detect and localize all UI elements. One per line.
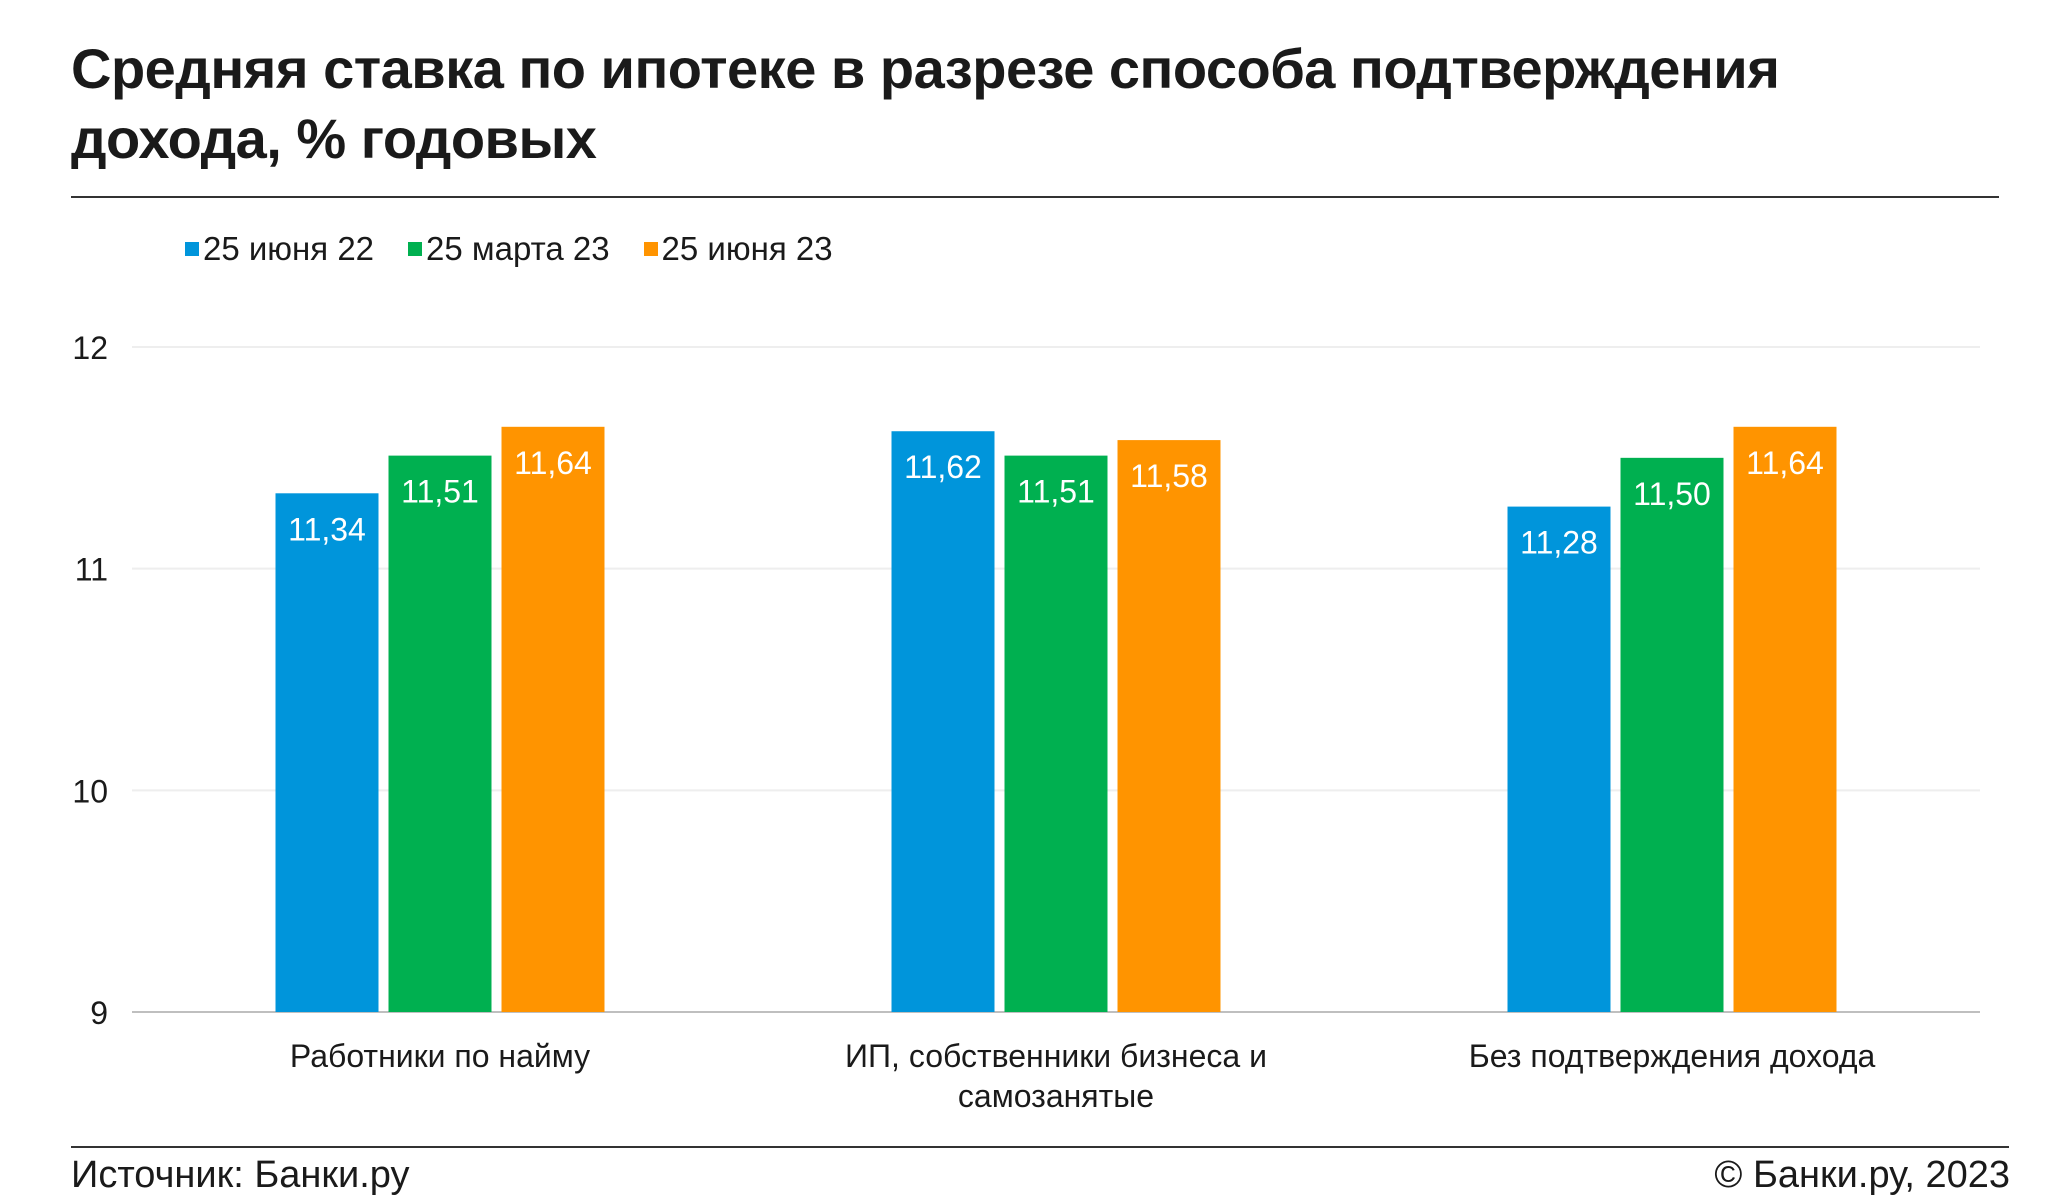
bar-chart: 9 10 11 12 11,34 11,51 11,64 Работники по найму… bbox=[72, 330, 1980, 1114]
bar-series-2 bbox=[1620, 457, 1724, 1012]
data-label: 11,51 bbox=[1017, 474, 1095, 510]
legend-swatch-series-3 bbox=[643, 242, 658, 256]
copyright-note: © Банки.ру, 2023 bbox=[1714, 1154, 2010, 1196]
legend-label-series-1: 25 июня 22 bbox=[203, 230, 375, 267]
title-divider bbox=[71, 196, 1999, 198]
bar-series-1 bbox=[1507, 506, 1611, 1012]
bar-series-2 bbox=[1004, 455, 1108, 1012]
legend-item-series-2: 25 марта 23 bbox=[408, 230, 610, 268]
x-tick-label: ИП, собственники бизнеса и bbox=[845, 1038, 1267, 1074]
x-tick-label: Работники по найму bbox=[290, 1038, 590, 1074]
data-label: 11,58 bbox=[1130, 458, 1208, 494]
legend-label-series-3: 25 июня 23 bbox=[661, 230, 833, 267]
legend-label-series-2: 25 марта 23 bbox=[426, 230, 610, 267]
bar-series-3 bbox=[1117, 440, 1221, 1013]
data-label: 11,34 bbox=[288, 511, 366, 547]
data-label: 11,64 bbox=[514, 445, 592, 481]
data-label: 11,28 bbox=[1520, 525, 1598, 561]
footer-divider bbox=[71, 1146, 2009, 1148]
legend: 25 июня 22 25 марта 23 25 июня 23 bbox=[185, 230, 833, 268]
data-label: 11,50 bbox=[1633, 476, 1711, 512]
legend-item-series-3: 25 июня 23 bbox=[643, 230, 833, 268]
y-tick-label: 11 bbox=[75, 552, 108, 588]
source-note: Источник: Банки.ру bbox=[71, 1154, 410, 1196]
legend-item-series-1: 25 июня 22 bbox=[185, 230, 374, 268]
y-tick-label: 12 bbox=[72, 330, 108, 366]
bar-series-1 bbox=[891, 431, 995, 1012]
chart-title: Средняя ставка по ипотеке в разрезе спос… bbox=[71, 37, 1780, 170]
x-tick-label: самозанятые bbox=[958, 1078, 1154, 1114]
legend-swatch-series-1 bbox=[185, 242, 199, 256]
y-tick-label: 10 bbox=[72, 773, 108, 809]
y-tick-label: 9 bbox=[90, 995, 108, 1031]
data-label: 11,62 bbox=[904, 449, 982, 485]
bar-series-3 bbox=[1733, 426, 1837, 1012]
data-label: 11,51 bbox=[401, 474, 479, 510]
bar-series-2 bbox=[388, 455, 492, 1012]
legend-swatch-series-2 bbox=[408, 242, 423, 256]
bar-series-3 bbox=[501, 426, 605, 1012]
data-label: 11,64 bbox=[1746, 445, 1824, 481]
x-tick-label: Без подтверждения дохода bbox=[1469, 1038, 1876, 1074]
bar-series-1 bbox=[275, 493, 379, 1012]
